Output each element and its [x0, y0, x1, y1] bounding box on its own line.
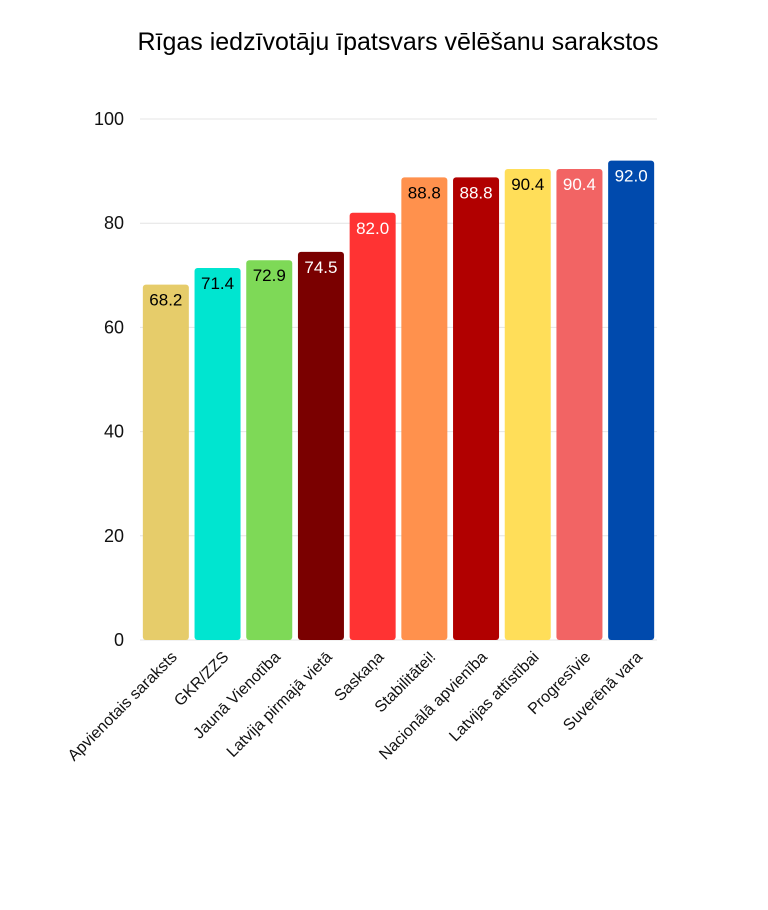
data-label: 74.5 [304, 258, 337, 277]
bar [297, 251, 344, 641]
y-tick-label: 60 [104, 317, 124, 337]
bar [142, 284, 189, 640]
data-label: 68.2 [149, 291, 182, 310]
y-tick-label: 100 [94, 109, 124, 129]
data-label: 71.4 [201, 274, 234, 293]
data-label: 90.4 [511, 175, 544, 194]
data-label: 82.0 [356, 219, 389, 238]
y-tick-label: 20 [104, 526, 124, 546]
data-label: 88.8 [460, 183, 493, 202]
chart-title: Rīgas iedzīvotāju īpatsvars vēlēšanu sar… [137, 28, 659, 56]
y-tick-label: 80 [104, 213, 124, 233]
bar [194, 268, 241, 640]
x-category-label: Apvienotais saraksts [65, 649, 181, 765]
data-label: 72.9 [253, 266, 286, 285]
bar [401, 177, 448, 641]
data-label: 90.4 [563, 175, 596, 194]
x-category-label: Jaunā Vienotība [190, 649, 284, 743]
x-category-label: Latvijas attīstībai [446, 649, 542, 745]
bar [246, 260, 293, 640]
data-label: 92.0 [615, 167, 648, 186]
x-category-label: Latvija pirmajā vietā [224, 649, 336, 761]
data-labels: 68.2 71.4 72.9 74.5 82.0 88.8 88.8 90.4 90.4 92.0 [149, 167, 647, 310]
y-tick-label: 0 [114, 630, 124, 650]
bar [504, 169, 551, 641]
data-label: 88.8 [408, 183, 441, 202]
bars [142, 160, 655, 641]
bar [608, 160, 655, 640]
bar [556, 169, 603, 641]
bar [349, 212, 396, 640]
bar [453, 177, 500, 641]
y-axis-ticks: 0 20 40 60 80 100 [94, 109, 124, 650]
y-tick-label: 40 [104, 422, 124, 442]
